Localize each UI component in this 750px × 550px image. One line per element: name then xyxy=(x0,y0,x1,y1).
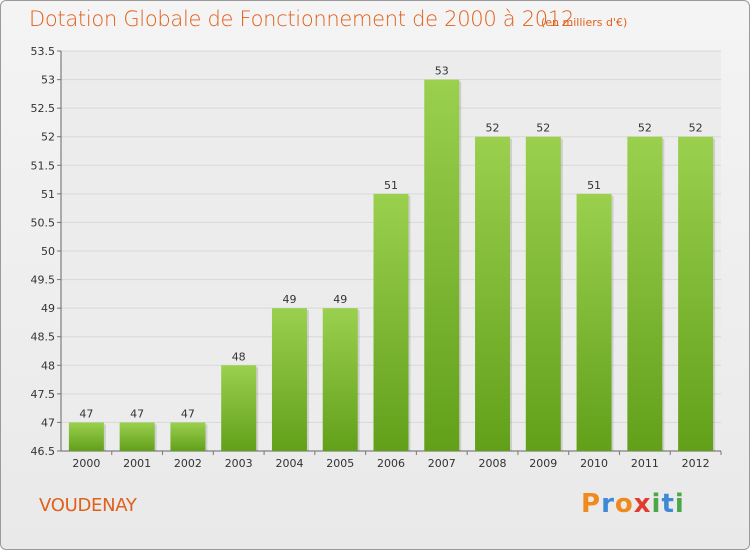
bar xyxy=(68,422,104,451)
bar-value-label: 49 xyxy=(333,293,347,306)
y-tick-label: 51.5 xyxy=(31,159,56,172)
x-tick-label: 2001 xyxy=(123,457,151,470)
bar xyxy=(170,422,206,451)
bar-value-label: 47 xyxy=(130,407,144,420)
x-tick-label: 2002 xyxy=(174,457,202,470)
y-tick-label: 50 xyxy=(41,245,55,258)
bar xyxy=(221,365,257,451)
x-tick-label: 2010 xyxy=(580,457,608,470)
bar-value-label: 48 xyxy=(232,350,246,363)
x-tick-label: 2007 xyxy=(428,457,456,470)
bar-value-label: 51 xyxy=(384,179,398,192)
y-tick-label: 47 xyxy=(41,416,55,429)
y-tick-label: 52 xyxy=(41,131,55,144)
bar-value-label: 52 xyxy=(536,122,550,135)
x-tick-label: 2004 xyxy=(275,457,303,470)
bar xyxy=(678,136,714,451)
y-tick-label: 51 xyxy=(41,188,55,201)
bar xyxy=(525,136,561,451)
x-tick-label: 2009 xyxy=(529,457,557,470)
y-tick-label: 53.5 xyxy=(31,45,56,58)
x-tick-label: 2003 xyxy=(225,457,253,470)
bar-value-label: 52 xyxy=(689,122,703,135)
y-tick-label: 49 xyxy=(41,302,55,315)
y-tick-label: 52.5 xyxy=(31,102,56,115)
bar-value-label: 49 xyxy=(282,293,296,306)
bar-value-label: 47 xyxy=(79,407,93,420)
x-tick-label: 2008 xyxy=(479,457,507,470)
bar-value-label: 52 xyxy=(486,122,500,135)
y-tick-label: 48 xyxy=(41,359,55,372)
commune-name: VOUDENAY xyxy=(39,495,137,516)
y-tick-label: 50.5 xyxy=(31,216,56,229)
proxiti-logo: Proxiti xyxy=(581,489,685,519)
y-tick-label: 53 xyxy=(41,74,55,87)
bar xyxy=(627,136,663,451)
bar xyxy=(424,79,460,452)
bar xyxy=(119,422,155,451)
bar-value-label: 47 xyxy=(181,407,195,420)
y-tick-label: 47.5 xyxy=(31,388,56,401)
x-tick-label: 2006 xyxy=(377,457,405,470)
y-tick-label: 48.5 xyxy=(31,331,56,344)
bar-value-label: 51 xyxy=(587,179,601,192)
bar xyxy=(576,193,612,451)
bar xyxy=(322,308,358,451)
bar-value-label: 53 xyxy=(435,65,449,78)
bar xyxy=(271,308,307,451)
bar xyxy=(475,136,511,451)
chart-title: Dotation Globale de Fonctionnement de 20… xyxy=(29,7,574,31)
x-tick-label: 2005 xyxy=(326,457,354,470)
bar xyxy=(373,193,409,451)
x-tick-label: 2012 xyxy=(682,457,710,470)
y-tick-label: 49.5 xyxy=(31,274,56,287)
y-tick-label: 46.5 xyxy=(31,445,56,458)
bar-value-label: 52 xyxy=(638,122,652,135)
chart-subtitle: (en milliers d'€) xyxy=(541,16,628,29)
x-tick-label: 2000 xyxy=(72,457,100,470)
x-tick-label: 2011 xyxy=(631,457,659,470)
